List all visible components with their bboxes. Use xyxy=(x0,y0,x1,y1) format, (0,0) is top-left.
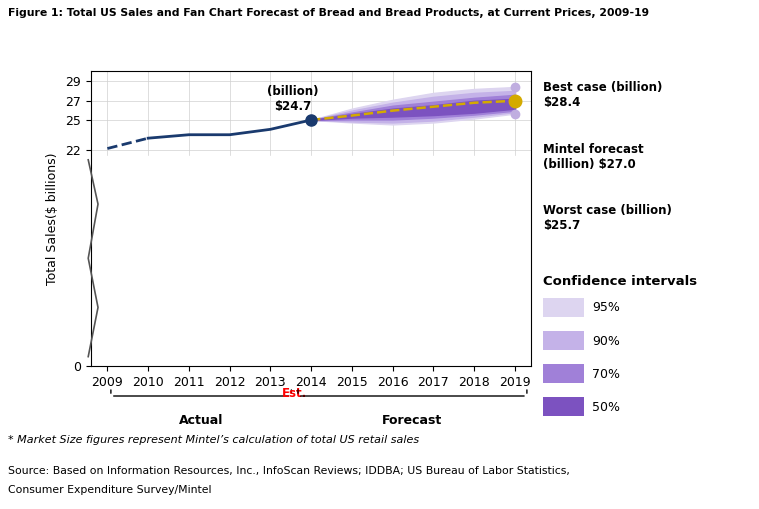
Text: Consumer Expenditure Survey/Mintel: Consumer Expenditure Survey/Mintel xyxy=(8,485,211,495)
Text: Best case (billion)
$28.4: Best case (billion) $28.4 xyxy=(543,81,662,109)
Text: Confidence intervals: Confidence intervals xyxy=(543,275,697,288)
Text: * Market Size figures represent Mintel’s calculation of total US retail sales: * Market Size figures represent Mintel’s… xyxy=(8,435,419,445)
Text: Mintel forecast
(billion) $27.0: Mintel forecast (billion) $27.0 xyxy=(543,143,644,171)
Bar xyxy=(91,156,531,366)
Text: 95%: 95% xyxy=(592,301,620,315)
Text: 90%: 90% xyxy=(592,334,620,348)
Text: Actual: Actual xyxy=(179,414,223,427)
Text: 50%: 50% xyxy=(592,401,620,414)
Text: Est.: Est. xyxy=(282,386,307,400)
Text: Source: Based on Information Resources, Inc., InfoScan Reviews; IDDBA; US Bureau: Source: Based on Information Resources, … xyxy=(8,466,569,476)
Y-axis label: Total Sales($ billions): Total Sales($ billions) xyxy=(46,153,58,285)
Text: Figure 1: Total US Sales and Fan Chart Forecast of Bread and Bread Products, at : Figure 1: Total US Sales and Fan Chart F… xyxy=(8,8,649,18)
Text: 70%: 70% xyxy=(592,367,620,381)
Text: (billion)
$24.7: (billion) $24.7 xyxy=(267,84,319,112)
Text: Worst case (billion)
$25.7: Worst case (billion) $25.7 xyxy=(543,204,672,232)
Text: Forecast: Forecast xyxy=(383,414,442,427)
